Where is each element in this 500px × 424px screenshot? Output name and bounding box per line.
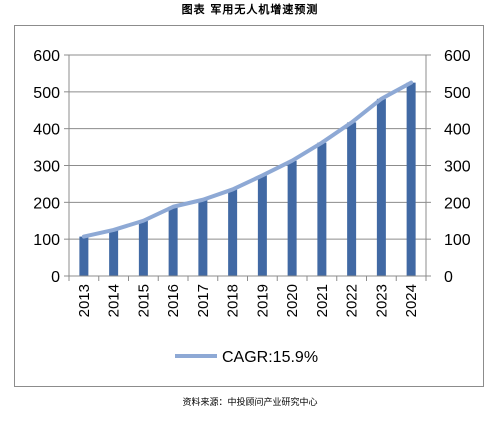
bar-2023 <box>376 98 386 276</box>
y-tick-label: 100 <box>33 232 60 249</box>
y2-tick-label: 300 <box>444 159 471 176</box>
bar-2014 <box>109 229 119 276</box>
y-tick-label: 300 <box>33 159 60 176</box>
x-tick-label-2019: 2019 <box>254 284 271 317</box>
x-tick-label-2021: 2021 <box>314 284 331 317</box>
legend-label: CAGR:15.9% <box>222 349 318 366</box>
bar-2017 <box>198 199 208 276</box>
bar-2016 <box>168 206 178 276</box>
y-tick-label: 200 <box>33 195 60 212</box>
bar-2018 <box>228 189 238 276</box>
y-tick-label: 600 <box>33 48 60 65</box>
y2-tick-label: 500 <box>444 85 471 102</box>
bar-2024 <box>406 82 416 276</box>
y2-tick-label: 100 <box>444 232 471 249</box>
x-tick-label-2015: 2015 <box>135 284 152 317</box>
x-tick-label-2020: 2020 <box>284 284 301 317</box>
x-tick-label-2013: 2013 <box>76 284 93 317</box>
x-tick-label-2017: 2017 <box>195 284 212 317</box>
bar-2013 <box>79 236 89 276</box>
chart-title: 图表 军用无人机增速预测 <box>181 3 319 16</box>
cagr-line <box>81 80 414 239</box>
source-note: 资料来源：中投顾问产业研究中心 <box>182 398 318 408</box>
legend: CAGR:15.9% <box>175 349 318 366</box>
gridlines <box>69 54 426 277</box>
axes: 0 0 100 100 200 200 300 300 400 400 500 500 600 600 20… <box>33 48 471 317</box>
bar-series <box>79 82 416 276</box>
x-tick-label-2024: 2024 <box>403 284 420 317</box>
x-tick-label-2016: 2016 <box>165 284 182 317</box>
y-tick-label: 400 <box>33 122 60 139</box>
x-tick-label-2018: 2018 <box>225 284 242 317</box>
y2-tick-label: 600 <box>444 48 471 65</box>
y-tick-label: 500 <box>33 85 60 102</box>
x-tick-label-2014: 2014 <box>106 284 123 317</box>
chart-frame <box>14 25 484 387</box>
bar-2015 <box>138 220 148 276</box>
bar-2021 <box>317 142 327 276</box>
x-tick-label-2022: 2022 <box>344 284 361 317</box>
x-tick-label-2023: 2023 <box>373 284 390 317</box>
bar-2020 <box>287 160 297 276</box>
y2-tick-label: 400 <box>444 122 471 139</box>
line-series <box>81 80 414 239</box>
y-tick-label: 0 <box>51 269 60 286</box>
bar-2019 <box>257 175 267 276</box>
bar-2022 <box>347 122 357 276</box>
y2-tick-label: 200 <box>444 195 471 212</box>
y2-tick-label: 0 <box>444 269 453 286</box>
